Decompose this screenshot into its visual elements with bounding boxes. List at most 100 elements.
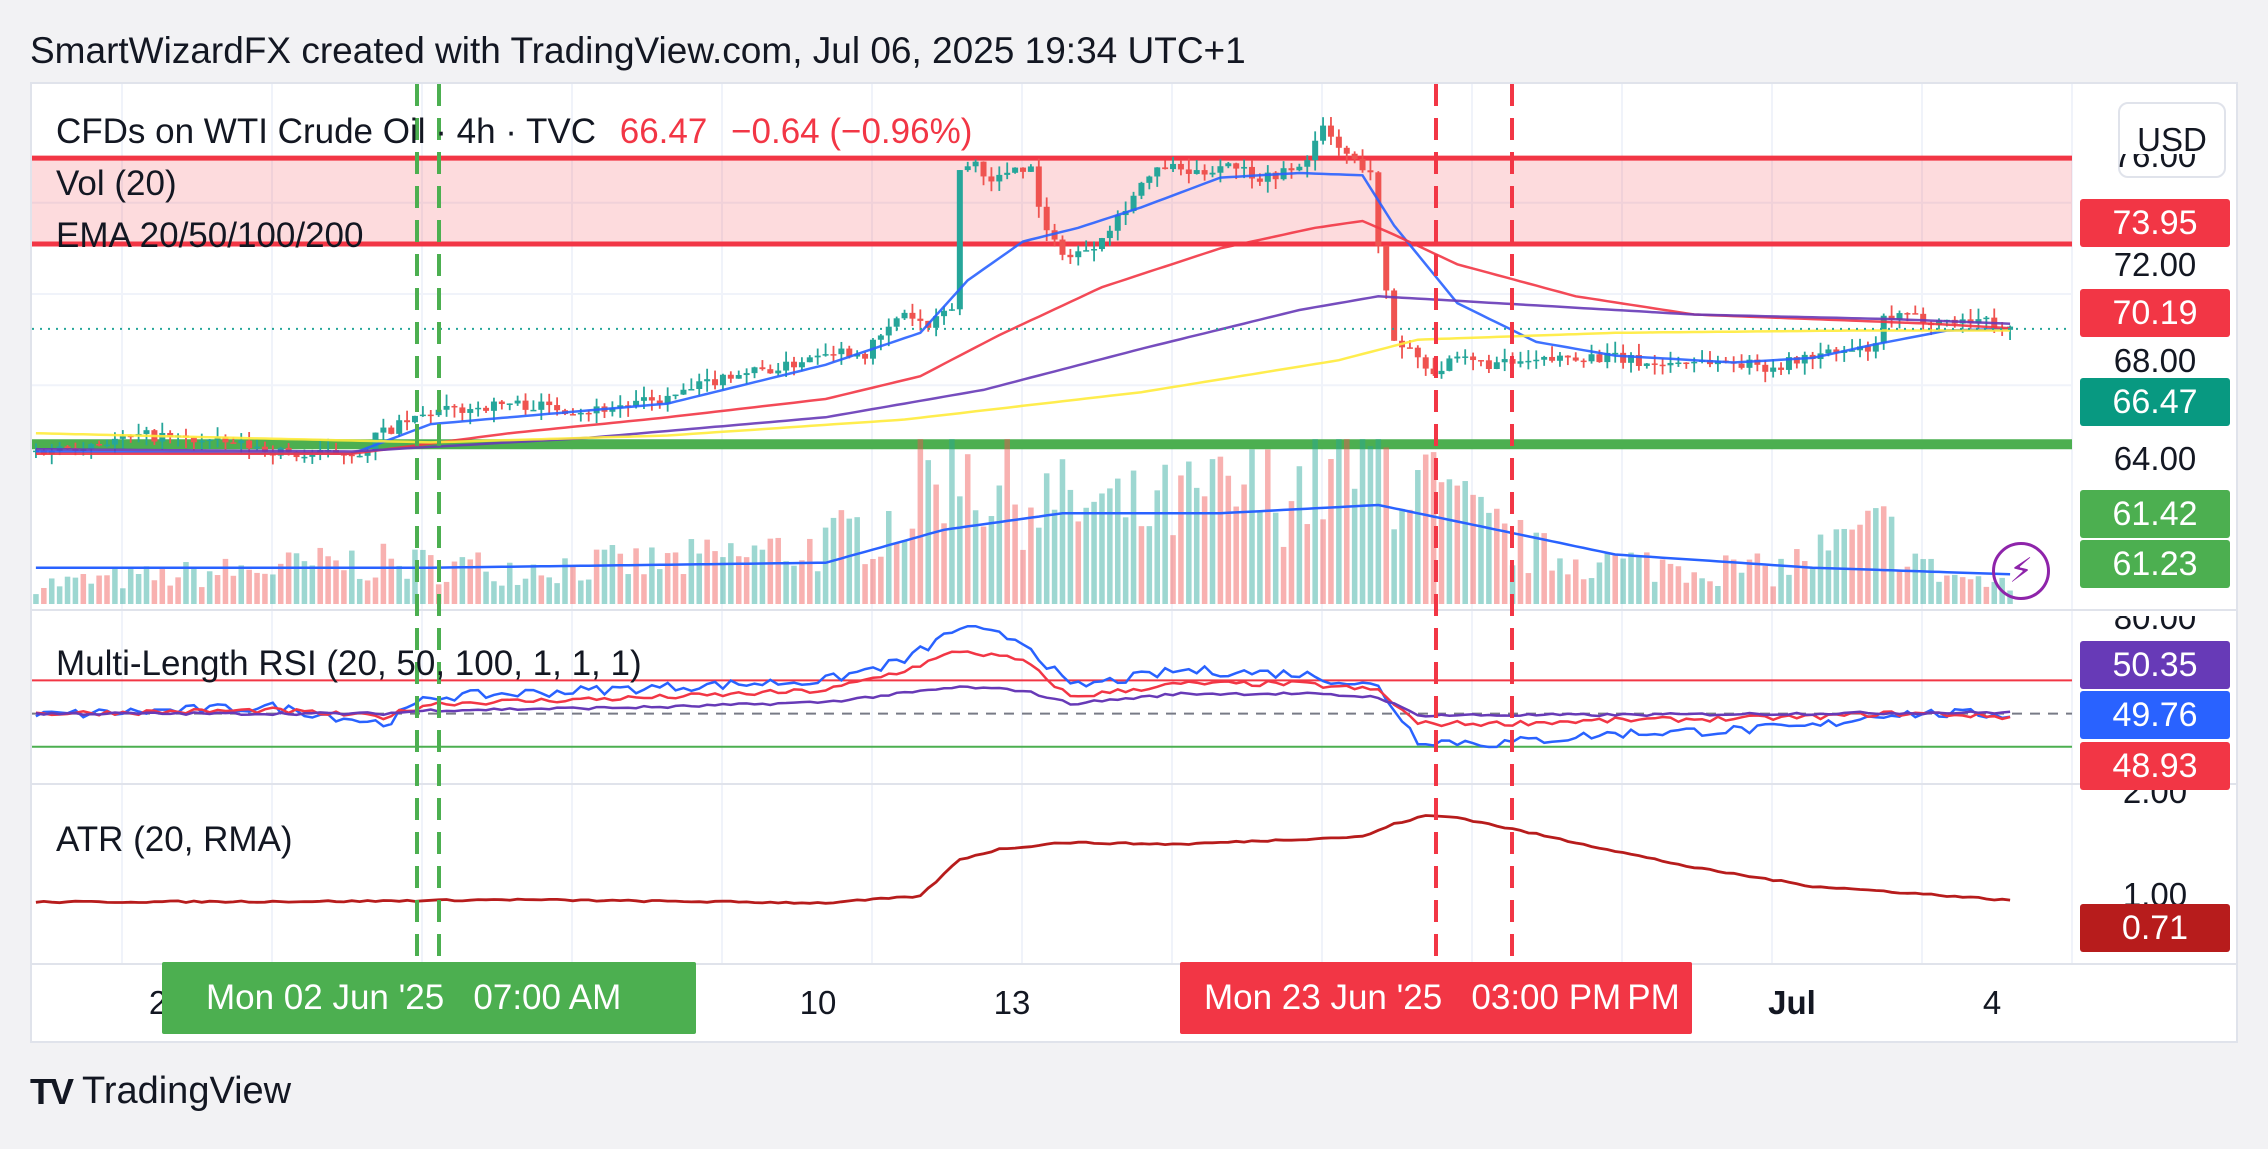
candle-body	[522, 400, 529, 410]
rsi-line-0	[35, 624, 2011, 749]
candle-body	[475, 407, 482, 410]
candle-body	[190, 437, 197, 443]
chart-frame[interactable]: CFDs on WTI Crude Oil · 4h · TVC 66.47 −…	[30, 82, 2238, 1043]
volume-bar	[1904, 566, 1911, 604]
volume-bar	[720, 557, 726, 604]
rsi-tag-50: 48.93	[2080, 742, 2230, 790]
volume-bar	[356, 578, 363, 604]
volume-bar	[838, 510, 845, 604]
volume-bar	[1754, 553, 1761, 604]
candle-body	[1296, 166, 1303, 171]
ema-legend[interactable]: EMA 20/50/100/200	[56, 216, 364, 255]
lightning-icon[interactable]: ⚡	[1992, 542, 2050, 600]
volume-bar	[728, 543, 734, 604]
resistance-zone	[32, 158, 2072, 245]
candle-body	[1849, 350, 1856, 352]
volume-bar	[48, 578, 55, 604]
candle-body	[1177, 163, 1184, 170]
volume-bar	[664, 553, 671, 604]
volume-bar	[1083, 507, 1089, 604]
candle-body	[1635, 355, 1642, 366]
volume-bar	[1730, 559, 1737, 604]
volume-bar	[506, 562, 513, 604]
footer-brand: TradingView	[82, 1070, 292, 1112]
candle-body	[941, 310, 948, 317]
volume-bar	[1849, 529, 1855, 604]
volume-bar	[925, 460, 932, 604]
volume-bar	[870, 559, 876, 604]
volume-bar	[238, 565, 245, 604]
volume-bar	[1628, 552, 1634, 604]
candle-body	[1217, 166, 1224, 173]
volume-bar	[1801, 561, 1808, 604]
volume-bar	[1225, 475, 1232, 604]
candle-body	[1651, 363, 1658, 365]
volume-bar	[230, 575, 237, 604]
volume-bar	[1099, 493, 1105, 604]
volume-legend[interactable]: Vol (20)	[56, 164, 177, 203]
volume-bar	[1707, 581, 1713, 604]
candle-body	[1004, 172, 1011, 175]
volume-bar	[1320, 519, 1326, 604]
chart-canvas[interactable]	[32, 84, 2238, 1043]
volume-bar	[593, 549, 600, 604]
candle-body	[846, 348, 853, 357]
volume-bar	[791, 565, 797, 604]
volume-bar	[901, 540, 908, 604]
volume-bar	[214, 575, 221, 604]
volume-bar	[1817, 534, 1824, 604]
volume-bar	[1036, 527, 1042, 604]
volume-bar	[309, 565, 316, 604]
volume-bar	[1825, 550, 1832, 604]
price-tag-last: 66.47	[2080, 378, 2230, 426]
candle-body	[1414, 347, 1421, 358]
candle-body	[696, 381, 703, 389]
candle-body	[1146, 176, 1153, 183]
candle-body	[1193, 170, 1200, 174]
volume-bar	[1794, 549, 1800, 604]
price-axis-label-68: 68.00	[2113, 342, 2197, 379]
rsi-legend[interactable]: Multi-Length RSI (20, 50, 100, 1, 1, 1)	[56, 644, 642, 683]
atr-tag: 0.71	[2080, 904, 2230, 952]
volume-bar	[1699, 578, 1705, 604]
candle-body	[427, 414, 434, 417]
currency-button[interactable]: USD	[2118, 102, 2226, 178]
symbol-legend[interactable]: CFDs on WTI Crude Oil · 4h · TVC 66.47 −…	[56, 112, 972, 152]
candle-body	[506, 403, 513, 405]
candle-body	[206, 439, 213, 442]
candle-body	[396, 420, 403, 434]
candle-body	[380, 427, 387, 433]
candle-body	[230, 442, 237, 444]
candle-body	[467, 409, 474, 413]
price-axis-label-72: 72.00	[2113, 246, 2197, 283]
volume-bar	[1525, 573, 1532, 604]
candle-body	[1012, 167, 1019, 173]
volume-bar	[1122, 517, 1129, 604]
volume-bar	[1746, 559, 1753, 604]
volume-bar	[1438, 482, 1445, 604]
candle-body	[1746, 359, 1753, 368]
candle-body	[1493, 362, 1500, 369]
candle-body	[585, 412, 592, 415]
candle-body	[119, 435, 126, 439]
candle-body	[546, 401, 553, 406]
candle-body	[664, 395, 671, 404]
volume-bar	[380, 543, 387, 604]
volume-bar	[459, 557, 466, 604]
price-tag-resistance-top: 73.95	[2080, 199, 2230, 247]
candle-body	[1422, 357, 1429, 369]
footer: TV TradingView	[30, 1070, 291, 1113]
candle-body	[1667, 362, 1674, 366]
candle-body	[309, 454, 316, 457]
volume-bar	[1304, 524, 1311, 604]
volume-bar	[1067, 489, 1074, 604]
volume-bar	[767, 538, 774, 604]
candle-body	[727, 374, 734, 379]
volume-bar	[143, 566, 150, 604]
atr-legend[interactable]: ATR (20, RMA)	[56, 820, 293, 859]
volume-bar	[1588, 578, 1595, 604]
candle-body	[1083, 250, 1090, 252]
candle-body	[791, 361, 798, 368]
volume-bar	[1367, 445, 1374, 604]
candle-body	[435, 409, 442, 416]
